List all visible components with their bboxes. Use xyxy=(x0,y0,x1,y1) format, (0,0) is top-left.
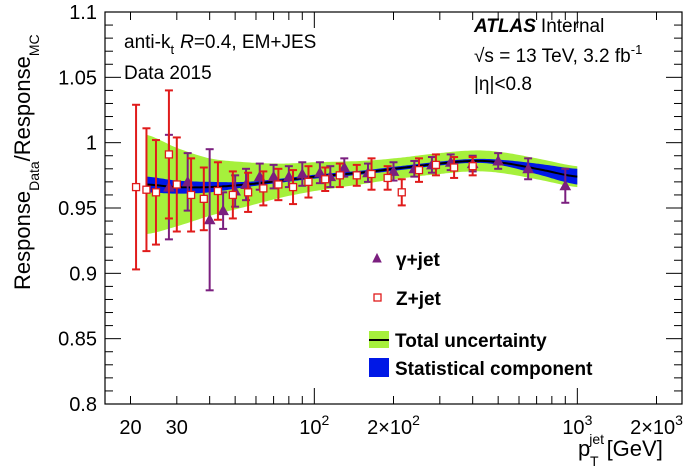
gamma-jet-point xyxy=(253,170,266,182)
z-jet-point xyxy=(304,177,313,187)
z-jet-point xyxy=(274,180,283,189)
legend-stat-label: Statistical component xyxy=(395,359,593,380)
legend-gamma-marker xyxy=(372,252,382,263)
gamma-jet-point xyxy=(267,170,280,182)
experiment-label: ATLAS Internal xyxy=(473,16,604,37)
gamma-jet-point xyxy=(338,161,351,172)
eta-cut-label: |η|<0.8 xyxy=(474,74,532,95)
z-jet-point xyxy=(142,185,151,194)
gamma-jet-point xyxy=(559,179,572,191)
z-jet-point xyxy=(414,165,424,175)
algorithm-label: anti-kt R=0.4, EM+JES xyxy=(124,32,316,57)
y-tick-label: 1.05 xyxy=(58,67,97,89)
legend-gamma-label: γ+jet xyxy=(396,250,441,271)
z-jet-point xyxy=(397,188,406,197)
x-tick-label-exponent: 2 xyxy=(412,412,420,428)
x-tick-label: 102 xyxy=(299,412,329,439)
z-jet-point xyxy=(288,182,298,192)
z-jet-point xyxy=(383,173,392,183)
z-jet-point xyxy=(131,182,141,192)
gamma-jet-point xyxy=(522,162,534,174)
y-tick-label: 1.1 xyxy=(69,2,97,24)
legend-zjet-marker xyxy=(373,293,382,302)
z-jet-point xyxy=(164,150,174,159)
axis-ticks: 0.8 0.85 0.9 0.95 1 1.05 1.1 20 30 102 2×102 103 2×1… xyxy=(58,2,683,439)
z-jet-point xyxy=(213,186,223,196)
x-tick-label: 103 xyxy=(562,412,592,439)
data-points xyxy=(131,89,572,292)
y-axis-title: ResponseData/ResponseMC xyxy=(10,34,42,290)
legend-stat-swatch xyxy=(369,358,389,377)
x-tick-label: 2×102 xyxy=(367,412,420,439)
y-tick-label: 0.95 xyxy=(58,198,97,220)
legend-total-label: Total uncertainty xyxy=(395,331,547,352)
y-tick-label: 0.85 xyxy=(58,329,97,351)
y-tick-label: 1 xyxy=(86,133,97,155)
gamma-jet-point xyxy=(203,213,216,225)
gamma-jet-point xyxy=(282,170,295,182)
statistical-uncertainty-band xyxy=(146,158,578,194)
z-jet-point xyxy=(228,190,237,200)
gamma-jet-point xyxy=(492,154,505,166)
legend: γ+jet Z+jet Total uncertainty Statistica… xyxy=(369,250,593,380)
x-tick-label-exponent: 3 xyxy=(675,412,683,428)
x-axis-title: pjet T [GeV] xyxy=(578,431,663,469)
gamma-jet-point xyxy=(314,166,326,178)
x-tick-label-exponent: 2 xyxy=(322,412,330,428)
z-jet-point xyxy=(172,180,181,189)
y-tick-label: 0.8 xyxy=(69,394,97,416)
x-tick-label: 20 xyxy=(119,417,141,439)
z-jet-point xyxy=(352,171,361,180)
x-tick-label: 2×103 xyxy=(630,412,683,439)
z-jet-point xyxy=(243,188,253,197)
z-jet-point xyxy=(151,188,161,197)
gamma-jet-point xyxy=(296,167,309,179)
gamma-jet-point xyxy=(217,204,229,216)
dataset-label: Data 2015 xyxy=(124,63,212,84)
gamma-jet-point xyxy=(387,165,400,176)
z-jet-point xyxy=(335,171,344,180)
x-tick-label: 30 xyxy=(166,417,188,439)
y-tick-label: 0.9 xyxy=(69,263,97,285)
z-jet-point xyxy=(431,160,441,170)
z-jet-point xyxy=(186,190,196,200)
z-jet-point xyxy=(468,162,477,171)
x-tick-label-exponent: 3 xyxy=(585,412,593,428)
z-jet-point xyxy=(449,163,459,172)
legend-zjet-label: Z+jet xyxy=(396,289,442,310)
z-jet-point xyxy=(321,175,330,184)
z-jet-point xyxy=(199,194,208,204)
z-jet-point xyxy=(259,184,268,193)
energy-label: √s = 13 TeV, 3.2 fb-1 xyxy=(474,42,642,67)
z-jet-point xyxy=(367,169,376,179)
